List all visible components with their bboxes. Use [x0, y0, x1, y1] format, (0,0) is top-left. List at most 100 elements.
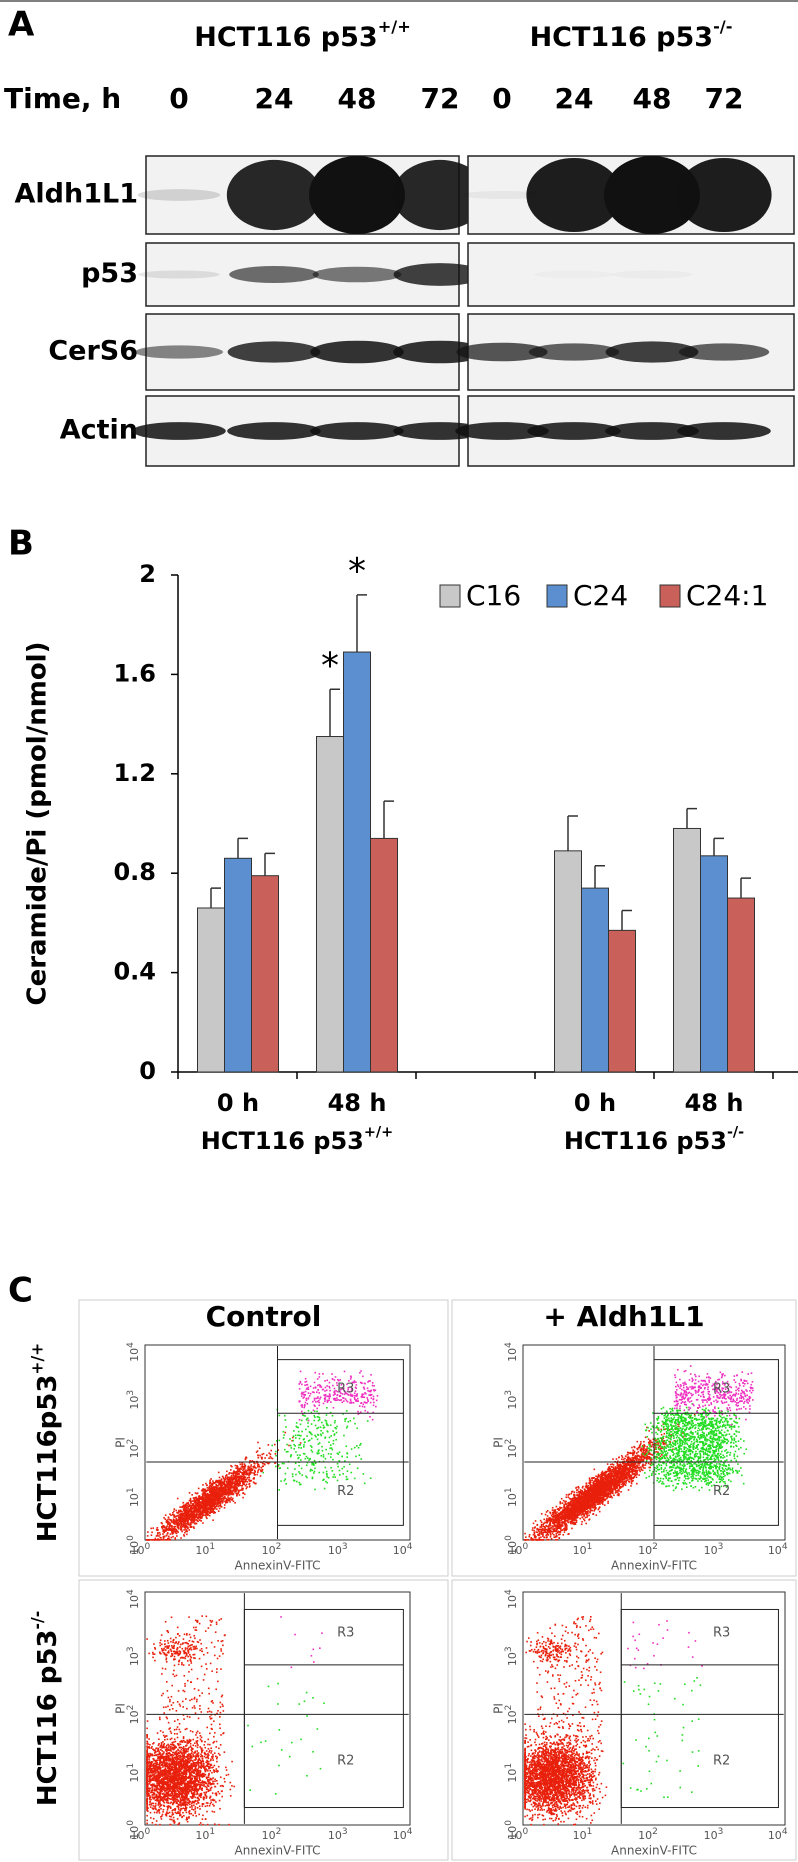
event-dot [250, 1464, 252, 1466]
event-dot [309, 1458, 311, 1460]
event-dot [163, 1536, 165, 1538]
event-dot [170, 1519, 172, 1521]
event-dot [310, 1470, 312, 1472]
event-dot [195, 1492, 197, 1494]
event-dot [196, 1500, 198, 1502]
event-dot [561, 1507, 563, 1509]
gate-label: R2 [337, 1484, 354, 1499]
event-dot [362, 1394, 364, 1396]
event-dot [197, 1514, 199, 1516]
event-dot [293, 1448, 295, 1450]
event-dot [180, 1519, 182, 1521]
event-dot [314, 1399, 316, 1401]
event-dot [335, 1376, 337, 1378]
bar [701, 856, 728, 1072]
event-dot [307, 1403, 309, 1405]
event-dot [332, 1385, 334, 1387]
event-dot [334, 1476, 336, 1478]
event-dot [297, 1458, 299, 1460]
event-dot [324, 1437, 326, 1439]
event-dot [344, 1371, 346, 1373]
event-dot [206, 1484, 208, 1486]
event-dot [204, 1503, 206, 1505]
event-dot [319, 1373, 321, 1375]
event-dot [167, 1523, 169, 1525]
event-dot [209, 1512, 211, 1514]
event-dot [284, 1415, 286, 1417]
event-dot [254, 1482, 256, 1484]
event-dot [279, 1467, 281, 1469]
event-dot [194, 1520, 196, 1522]
event-dot [239, 1494, 241, 1496]
event-dot [198, 1517, 200, 1519]
event-dot [239, 1484, 241, 1486]
event-dot [157, 1533, 159, 1535]
blot-band [310, 341, 404, 364]
event-dot [196, 1507, 198, 1509]
event-dot [314, 1382, 316, 1384]
y-axis-title: Ceramide/Pi (pmol/nmol) [23, 642, 53, 1006]
event-dot [287, 1467, 289, 1469]
event-dot [311, 1438, 313, 1440]
event-dot [577, 1494, 579, 1496]
event-dot [218, 1510, 220, 1512]
event-dot [638, 1464, 640, 1466]
event-dot [187, 1524, 189, 1526]
error-bar [211, 888, 221, 908]
event-dot [219, 1502, 221, 1504]
x-tick-label: 48 h [328, 1089, 387, 1117]
event-dot [162, 1531, 164, 1533]
event-dot [301, 1384, 303, 1386]
event-dot [176, 1529, 178, 1531]
bar [674, 828, 701, 1072]
event-dot [158, 1535, 160, 1537]
bar [728, 898, 755, 1072]
group-label-text: HCT116 p53 [564, 1127, 727, 1155]
event-dot [176, 1518, 178, 1520]
y-tick-label: 0 [139, 1057, 156, 1085]
tick-base: 10 [328, 1544, 342, 1557]
event-dot [206, 1490, 208, 1492]
event-dot [621, 1458, 623, 1460]
event-dot [318, 1392, 320, 1394]
event-dot [334, 1399, 336, 1401]
event-dot [321, 1422, 323, 1424]
event-dot [228, 1500, 230, 1502]
event-dot [191, 1508, 193, 1510]
event-dot [305, 1378, 307, 1380]
event-dot [330, 1444, 332, 1446]
y-tick-label: 1.2 [113, 759, 156, 787]
event-dot [341, 1468, 343, 1470]
event-dot [325, 1449, 327, 1451]
event-dot [369, 1380, 371, 1382]
event-dot [189, 1508, 191, 1510]
event-dot [234, 1488, 236, 1490]
event-dot [235, 1472, 237, 1474]
event-dot [242, 1488, 244, 1490]
event-dot [214, 1503, 216, 1505]
event-dot [360, 1370, 362, 1372]
event-dot [564, 1531, 566, 1533]
event-dot [313, 1415, 315, 1417]
event-dot [170, 1539, 172, 1541]
event-dot [204, 1493, 206, 1495]
event-dot [254, 1470, 256, 1472]
event-dot [183, 1509, 185, 1511]
event-dot [301, 1420, 303, 1422]
event-dot [357, 1468, 359, 1470]
event-dot [211, 1505, 213, 1507]
event-dot [220, 1482, 222, 1484]
event-dot [262, 1469, 264, 1471]
event-dot [257, 1442, 259, 1444]
event-dot [317, 1385, 319, 1387]
event-dot [182, 1526, 184, 1528]
event-dot [228, 1480, 230, 1482]
x-tick-label: 48 h [685, 1089, 744, 1117]
tick-exp: 3 [342, 1542, 348, 1552]
event-dot [177, 1498, 179, 1500]
event-dot [209, 1498, 211, 1500]
event-dot [306, 1435, 308, 1437]
event-dot [361, 1396, 363, 1398]
event-dot [289, 1438, 291, 1440]
event-dot [215, 1506, 217, 1508]
